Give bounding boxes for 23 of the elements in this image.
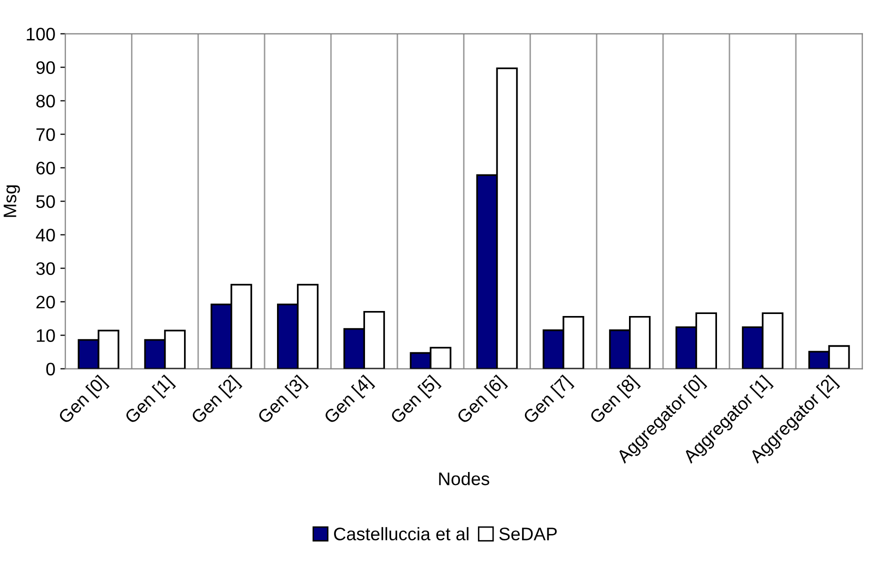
y-tick-label: 40 <box>36 228 55 242</box>
y-tick-label: 90 <box>36 61 55 74</box>
y-tick-label: 50 <box>36 195 55 208</box>
x-tick-label: Gen [2] <box>190 374 242 427</box>
legend-label: SeDAP <box>499 528 557 540</box>
y-axis-title: Msg <box>4 185 20 217</box>
y-tick-label: 30 <box>36 262 55 275</box>
y-tick-label: 20 <box>36 296 55 308</box>
x-tick-label: Gen [0] <box>57 374 110 427</box>
x-tick-label: Gen [6] <box>456 374 508 427</box>
x-tick-label: Gen [1] <box>124 374 176 427</box>
x-tick-label: Gen [3] <box>256 374 309 427</box>
y-tick-label: 100 <box>26 28 55 40</box>
y-tick-label: 10 <box>36 329 55 342</box>
y-tick-label: 0 <box>46 362 55 376</box>
y-tick-label: 80 <box>36 94 55 108</box>
y-tick-label: 70 <box>36 128 55 141</box>
x-axis-title: Nodes <box>439 472 490 486</box>
x-tick-label: Gen [5] <box>389 374 442 427</box>
legend-label: Castelluccia et al <box>334 527 468 540</box>
x-tick-label: Gen [7] <box>522 374 574 427</box>
y-tick-label: 60 <box>36 162 55 174</box>
x-tick-label: Gen [4] <box>322 374 376 427</box>
